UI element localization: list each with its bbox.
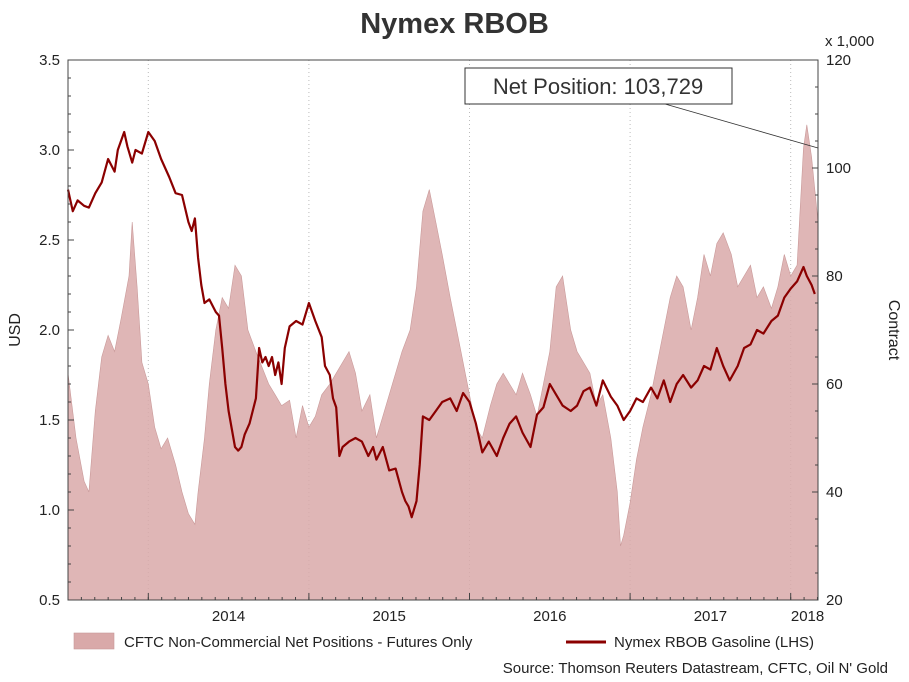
annotation-leader-line (664, 103, 819, 149)
left-tick-label: 3.0 (39, 142, 60, 159)
y-left-axis-label: USD (7, 313, 24, 347)
y-right-unit-note: x 1,000 (825, 33, 874, 50)
left-tick-label: 3.5 (39, 52, 60, 69)
net-position-annotation: Net Position: 103,729 (464, 67, 819, 149)
annotation-box (464, 67, 733, 105)
annotation-text: Net Position: 103,729 (493, 74, 703, 99)
x-year-label: 2015 (373, 608, 406, 625)
left-tick-label: 1.0 (39, 502, 60, 519)
legend-line-label: Nymex RBOB Gasoline (LHS) (614, 634, 814, 651)
legend-area-swatch (73, 632, 115, 650)
left-tick-label: 1.5 (39, 412, 60, 429)
chart-title: Nymex RBOB (360, 8, 549, 40)
left-tick-label: 2.0 (39, 322, 60, 339)
x-year-label: 2014 (212, 608, 245, 625)
x-year-label: 2018 (791, 608, 824, 625)
left-tick-label: 0.5 (39, 592, 60, 609)
x-year-label: 2017 (694, 608, 727, 625)
left-tick-label: 2.5 (39, 232, 60, 249)
right-tick-label: 60 (826, 376, 843, 393)
right-axis: 20 40 60 80 100 120 (812, 52, 851, 609)
right-tick-label: 120 (826, 52, 851, 69)
right-tick-label: 100 (826, 160, 851, 177)
right-tick-label: 80 (826, 268, 843, 285)
legend: CFTC Non-Commercial Net Positions - Futu… (73, 632, 814, 651)
left-axis: 0.5 1.0 1.5 2.0 2.5 3.0 3.5 (39, 52, 74, 609)
legend-area-label: CFTC Non-Commercial Net Positions - Futu… (124, 634, 473, 651)
x-axis: 2014 2015 2016 2017 2018 (67, 593, 824, 625)
rbob-price-line (66, 130, 816, 519)
right-tick-label: 20 (826, 592, 843, 609)
source-note: Source: Thomson Reuters Datastream, CFTC… (503, 660, 888, 677)
right-tick-label: 40 (826, 484, 843, 501)
net-positions-area (67, 124, 819, 601)
x-year-label: 2016 (533, 608, 566, 625)
y-right-axis-label: Contract (885, 300, 902, 361)
